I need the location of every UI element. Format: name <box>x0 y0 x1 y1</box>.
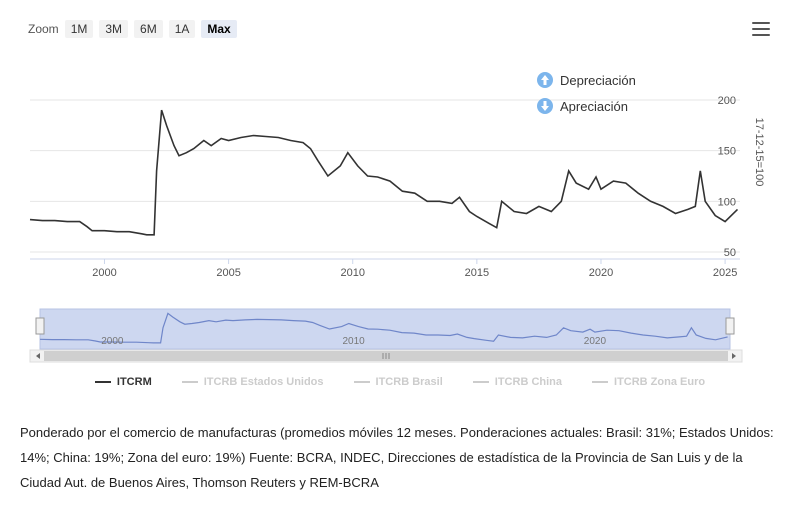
navigator-right-handle[interactable] <box>725 317 735 335</box>
appreciation-label: Apreciación <box>560 99 628 114</box>
zoom-3m-button[interactable]: 3M <box>99 20 129 38</box>
y-axis-label: 17-12-15=100 <box>753 118 765 187</box>
depreciation-annotation[interactable]: Depreciación <box>537 72 636 88</box>
x-tick-label: 2005 <box>216 267 240 279</box>
legend-swatch <box>472 381 489 383</box>
chart-area: 50 100 150 200 2000 2005 2010 2015 2020 2025 17-… <box>29 72 765 363</box>
legend-label: ITCRB China <box>494 376 563 388</box>
zoom-6m-button[interactable]: 6M <box>134 20 163 38</box>
y-tick-label: 200 <box>718 95 736 107</box>
legend-label: ITCRB Estados Unidos <box>203 376 324 388</box>
y-tick-label: 50 <box>724 247 736 259</box>
navigator-series-line <box>39 312 728 344</box>
legend-label: ITCRB Zona Euro <box>614 376 706 388</box>
legend-swatch <box>592 381 609 383</box>
navigator-ticks: 2000 2010 2020 <box>101 336 606 347</box>
legend-swatch <box>94 381 111 383</box>
appreciation-annotation[interactable]: Apreciación <box>537 98 628 114</box>
y-axis-ticks: 50 100 150 200 <box>718 95 736 259</box>
y-tick-label: 150 <box>718 146 736 158</box>
x-tick-label: 2025 <box>713 267 737 279</box>
navigator[interactable]: 2000 2010 2020 <box>35 308 735 350</box>
navigator-tick-label: 2020 <box>584 336 607 347</box>
zoom-1m-button[interactable]: 1M <box>64 20 94 38</box>
legend-swatch <box>181 381 198 383</box>
footnote: Ponderado por el comercio de manufactura… <box>20 425 774 490</box>
grid-lines <box>30 99 740 253</box>
legend-item-brasil[interactable]: ITCRB Brasil <box>353 376 443 388</box>
x-axis-ticks: 2000 2005 2010 2015 2020 2025 <box>92 259 737 279</box>
legend-item-ee-uu[interactable]: ITCRB Estados Unidos <box>181 376 324 388</box>
navigator-tick-label: 2000 <box>101 336 124 347</box>
scroll-left-arrow-icon[interactable] <box>36 353 40 359</box>
y-tick-label: 100 <box>718 196 736 208</box>
zoom-label: Zoom <box>28 22 59 36</box>
depreciation-label: Depreciación <box>560 73 636 88</box>
navigator-tick-label: 2010 <box>343 336 366 347</box>
scroll-right-arrow-icon[interactable] <box>732 353 736 359</box>
legend-swatch <box>353 381 370 383</box>
legend-item-zona-euro[interactable]: ITCRB Zona Euro <box>592 376 705 388</box>
x-tick-label: 2000 <box>92 267 116 279</box>
legend-item-china[interactable]: ITCRB China <box>472 376 563 388</box>
x-tick-label: 2010 <box>340 267 364 279</box>
legend-item-itcrm[interactable]: ITCRM <box>94 376 152 388</box>
itcrm-series-line <box>29 109 739 236</box>
zoom-bar: Zoom 1M 3M 6M 1A Max <box>28 18 243 40</box>
legend-label: ITCRM <box>116 376 152 388</box>
scrollbar[interactable] <box>29 349 743 363</box>
scrollbar-grip-icon <box>382 353 390 359</box>
x-tick-label: 2015 <box>465 267 489 279</box>
zoom-max-button[interactable]: Max <box>201 20 237 38</box>
zoom-1a-button[interactable]: 1A <box>168 20 196 38</box>
navigator-left-handle[interactable] <box>35 317 45 335</box>
x-tick-label: 2020 <box>589 267 613 279</box>
legend: ITCRM ITCRB Estados Unidos ITCRB Brasil … <box>0 376 800 388</box>
legend-label: ITCRB Brasil <box>375 376 443 388</box>
hamburger-menu-icon[interactable] <box>752 22 770 36</box>
